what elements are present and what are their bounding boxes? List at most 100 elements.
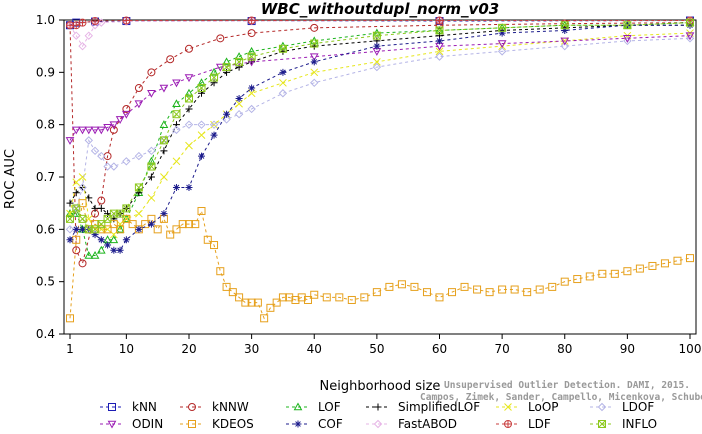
data-point-kdeos bbox=[216, 267, 225, 276]
data-point-cof bbox=[373, 42, 381, 50]
data-point-loop bbox=[78, 173, 87, 181]
data-point-ldof bbox=[623, 36, 632, 46]
data-point-ldof bbox=[78, 183, 87, 192]
data-point-loop bbox=[310, 68, 319, 77]
data-point-cof bbox=[172, 183, 180, 191]
data-point-odin bbox=[184, 74, 194, 83]
data-point-ldf bbox=[91, 17, 100, 26]
data-point-simplifiedlof bbox=[135, 189, 143, 197]
legend-marker-fastabod bbox=[373, 419, 383, 429]
data-point-cof bbox=[122, 236, 130, 244]
data-point-kdeos bbox=[91, 220, 100, 229]
data-point-kdeos bbox=[548, 282, 557, 291]
data-point-kdeos bbox=[253, 298, 262, 307]
data-point-loop bbox=[135, 209, 143, 218]
data-point-kdeos bbox=[510, 285, 519, 294]
data-point-kdeos bbox=[297, 293, 306, 302]
data-point-loop bbox=[185, 141, 193, 150]
data-point-lof bbox=[209, 67, 219, 76]
data-point-ldof bbox=[560, 41, 569, 51]
data-point-inflo bbox=[134, 183, 143, 192]
data-point-inflo bbox=[197, 84, 206, 93]
data-point-cof bbox=[310, 58, 318, 66]
data-point-lof bbox=[147, 156, 156, 165]
data-point-simplifiedlof bbox=[91, 204, 99, 212]
data-point-cof bbox=[198, 152, 206, 160]
data-point-inflo bbox=[72, 204, 81, 213]
data-point-odin bbox=[147, 89, 156, 98]
series-line-kdeos bbox=[69, 203, 691, 320]
legend-label-inflo: INFLO bbox=[622, 417, 657, 431]
legend-item-simplifiedlof: SimplifiedLOF bbox=[366, 400, 480, 414]
data-point-kdeos bbox=[422, 288, 431, 297]
chart-title: WBC_withoutdupl_norm_v03 bbox=[261, 0, 499, 18]
legend-marker-ldf bbox=[504, 420, 512, 428]
y-tick-label: 0.9 bbox=[36, 65, 55, 79]
data-point-kdeos bbox=[573, 275, 582, 284]
data-point-kdeos bbox=[635, 264, 644, 273]
data-point-kdeos bbox=[122, 214, 131, 223]
legend-label-loop: LoOP bbox=[528, 400, 559, 414]
data-point-odin bbox=[103, 123, 112, 132]
data-point-kdeos bbox=[228, 288, 237, 297]
series-line-odin bbox=[69, 35, 691, 141]
data-point-simplifiedlof bbox=[198, 89, 206, 97]
data-point-kdeos bbox=[610, 269, 619, 278]
x-tick-label: 70 bbox=[494, 342, 509, 356]
data-point-kdeos bbox=[66, 314, 74, 323]
data-point-ldof bbox=[84, 136, 93, 145]
data-point-lof bbox=[84, 250, 94, 259]
data-point-lof bbox=[197, 78, 206, 87]
data-point-ldof bbox=[497, 47, 507, 56]
data-point-ldof bbox=[97, 151, 106, 161]
y-tick-label: 0.5 bbox=[36, 275, 55, 289]
data-point-kdeos bbox=[585, 272, 594, 281]
data-point-ldf bbox=[122, 16, 131, 25]
data-point-kdeos bbox=[291, 295, 300, 304]
data-point-cof bbox=[72, 225, 80, 233]
data-point-odin bbox=[560, 37, 570, 46]
legend-item-fastabod: FastABOD bbox=[366, 417, 457, 431]
legend-label-cof: COF bbox=[318, 417, 343, 431]
data-point-inflo bbox=[247, 52, 256, 61]
legend-label-knn: kNN bbox=[132, 400, 157, 414]
data-point-kdeos bbox=[97, 225, 106, 234]
plot-area bbox=[65, 16, 695, 323]
legend-label-knnw: kNNW bbox=[212, 400, 249, 414]
data-point-inflo bbox=[278, 44, 287, 53]
data-point-odin bbox=[96, 126, 106, 135]
legend-label-lof: LOF bbox=[318, 400, 341, 414]
data-point-kdeos bbox=[116, 225, 125, 234]
y-tick-label: 0.7 bbox=[36, 170, 55, 184]
data-point-kdeos bbox=[260, 314, 269, 323]
data-point-cof bbox=[686, 21, 694, 29]
data-point-kdeos bbox=[222, 282, 231, 291]
data-point-inflo bbox=[103, 214, 112, 223]
x-tick-label: 90 bbox=[620, 342, 635, 356]
legend-marker-lof bbox=[293, 402, 303, 411]
data-point-kdeos bbox=[203, 235, 212, 244]
data-point-inflo bbox=[222, 63, 231, 72]
data-point-odin bbox=[115, 116, 125, 124]
data-point-cof bbox=[147, 220, 155, 228]
series-line-knnw bbox=[69, 22, 691, 265]
data-point-inflo bbox=[235, 57, 244, 66]
data-point-fastabod bbox=[72, 31, 81, 40]
watermark-line-1: Unsupervised Outlier Detection. DAMI, 20… bbox=[444, 380, 690, 391]
data-point-inflo bbox=[147, 162, 156, 171]
data-point-kdeos bbox=[397, 280, 406, 289]
data-point-simplifiedlof bbox=[66, 199, 74, 207]
data-point-odin bbox=[65, 137, 75, 145]
x-axis-label: Neighborhood size bbox=[320, 379, 441, 394]
watermark-line-2: Campos, Zimek, Sander, Campello, Micenko… bbox=[420, 392, 702, 403]
data-point-lof bbox=[222, 57, 231, 66]
data-point-inflo bbox=[686, 18, 694, 27]
data-point-lof bbox=[234, 52, 244, 60]
data-point-odin bbox=[90, 126, 100, 135]
data-point-fastabod bbox=[84, 31, 93, 40]
series-line-ldof bbox=[69, 37, 691, 230]
legend-item-loop: LoOP bbox=[496, 400, 559, 414]
data-point-cof bbox=[435, 37, 443, 45]
data-point-loop bbox=[279, 78, 287, 87]
